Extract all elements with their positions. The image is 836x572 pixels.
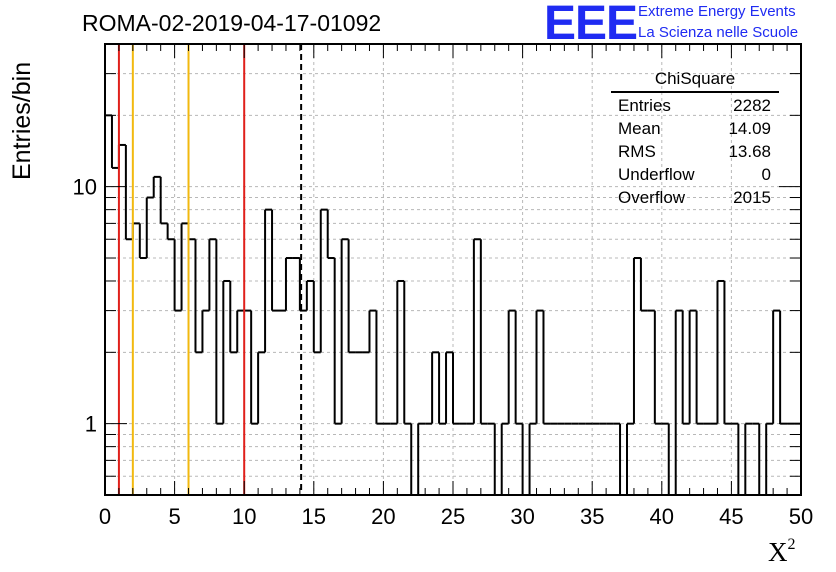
logo-line-1: Extreme Energy Events — [638, 3, 796, 20]
stats-label: Entries — [618, 96, 671, 115]
stats-label: RMS — [618, 142, 656, 161]
x-tick-label: 40 — [650, 504, 674, 529]
stats-value: 2015 — [733, 188, 771, 207]
stats-label: Underflow — [618, 165, 695, 184]
x-tick-label: 50 — [789, 504, 813, 529]
chart-title: ROMA-02-2019-04-17-01092 — [82, 10, 382, 36]
stats-value: 0 — [761, 165, 771, 184]
x-tick-label: 35 — [580, 504, 604, 529]
stats-value: 2282 — [733, 96, 771, 115]
x-tick-label: 5 — [168, 504, 180, 529]
x-axis-label: X2 — [768, 536, 796, 567]
grid — [105, 44, 801, 495]
x-tick-label: 0 — [99, 504, 111, 529]
stats-row-underflow: Underflow 0 — [611, 163, 779, 186]
x-tick-label: 20 — [371, 504, 395, 529]
y-axis-label: Entries/bin — [8, 61, 36, 180]
y-tick-label: 1 — [85, 412, 97, 437]
stats-value: 13.68 — [728, 142, 771, 161]
x-tick-label: 15 — [302, 504, 326, 529]
eee-logo: EEE — [544, 0, 638, 50]
x-tick-label: 10 — [232, 504, 256, 529]
logo-line-2: La Scienza nelle Scuole — [638, 24, 799, 41]
stats-box: ChiSquare Entries 2282 Mean 14.09 RMS 13… — [611, 68, 779, 209]
stats-row-mean: Mean 14.09 — [611, 117, 779, 140]
stats-label: Mean — [618, 119, 661, 138]
x-tick-label: 45 — [719, 504, 743, 529]
stats-row-entries: Entries 2282 — [611, 94, 779, 117]
axis-ticks: 0 5 10 15 20 25 30 35 40 45 50 1 10 — [73, 43, 813, 529]
y-tick-label: 10 — [73, 175, 97, 200]
stats-row-rms: RMS 13.68 — [611, 140, 779, 163]
stats-row-overflow: Overflow 2015 — [611, 186, 779, 209]
x-tick-label: 30 — [510, 504, 534, 529]
reference-lines — [117, 44, 303, 495]
x-tick-label: 25 — [441, 504, 465, 529]
stats-title: ChiSquare — [611, 68, 779, 93]
stats-label: Overflow — [618, 188, 686, 207]
stats-value: 14.09 — [728, 119, 771, 138]
